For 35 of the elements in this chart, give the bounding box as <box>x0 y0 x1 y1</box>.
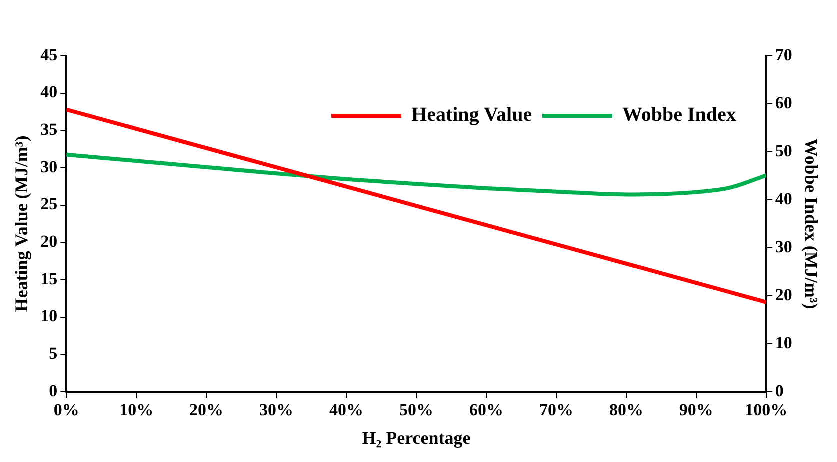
y-tick-label: 10 <box>40 306 58 326</box>
y-tick-label: 45 <box>40 45 58 64</box>
x-tick-label: 70% <box>539 400 574 420</box>
x-tick-label: 90% <box>679 400 714 420</box>
x-tick-label: 30% <box>260 400 294 420</box>
y-tick-label: 25 <box>40 194 58 214</box>
y2-tick-label: 0 <box>775 381 784 400</box>
y-tick-label: 30 <box>40 157 58 176</box>
y2-tick-label: 30 <box>775 237 792 256</box>
y-tick-label: 0 <box>49 381 58 400</box>
x-tick-label: 40% <box>330 400 364 420</box>
x-tick-label: 100% <box>745 400 788 420</box>
y-tick-label: 20 <box>40 232 58 252</box>
y2-tick-label: 40 <box>775 189 792 208</box>
x-tick-label: 10% <box>120 400 154 420</box>
x-tick-label: 80% <box>609 400 644 420</box>
x-tick-label: 0% <box>54 400 80 420</box>
y2-tick-label: 70 <box>775 45 792 64</box>
legend-label: Wobbe Index <box>622 104 736 126</box>
y2-tick-label: 10 <box>775 333 792 352</box>
x-axis-title: H₂ Percentage <box>362 428 471 448</box>
y-tick-label: 5 <box>49 344 58 364</box>
y2-tick-label: 20 <box>775 285 792 304</box>
y-axis-title: Heating Value (MJ/m³) <box>11 136 32 312</box>
x-tick-label: 20% <box>190 400 224 420</box>
y-tick-label: 15 <box>40 269 58 288</box>
x-tick-label: 60% <box>469 400 504 420</box>
y-tick-label: 40 <box>40 82 58 102</box>
legend-label: Heating Value <box>412 104 532 126</box>
y-tick-label: 35 <box>40 120 58 140</box>
line-series <box>66 152 766 197</box>
y2-tick-label: 50 <box>775 141 792 160</box>
x-tick-label: 50% <box>400 400 434 420</box>
y2-axis-title: Wobbe Index (MJ/m³) <box>802 138 822 310</box>
y2-tick-label: 60 <box>775 93 792 112</box>
